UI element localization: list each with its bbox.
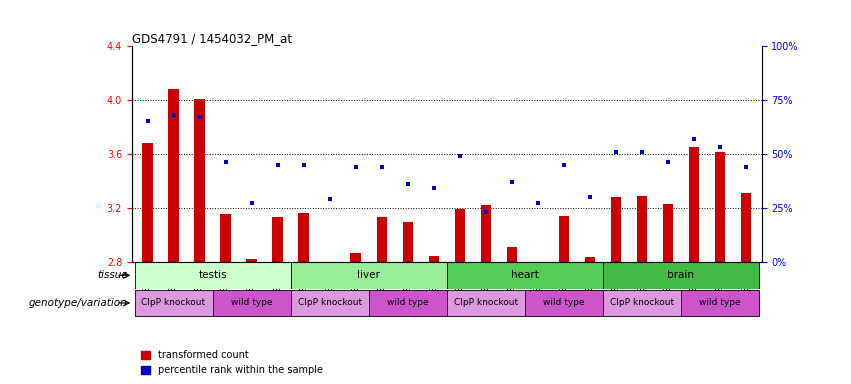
Point (453, 153, 466, 159)
Point (635, 149, 648, 155)
Point (557, 162, 571, 168)
Bar (741, 193, 751, 262)
Bar (663, 204, 673, 262)
Bar (291, 262, 447, 289)
Text: ClpP knockout: ClpP knockout (141, 298, 206, 308)
Point (245, 200, 259, 207)
Point (687, 136, 700, 142)
Bar (291, 290, 368, 316)
Bar (688, 147, 700, 262)
Text: wild type: wild type (543, 298, 585, 308)
Bar (299, 213, 309, 262)
Bar (603, 262, 759, 289)
Text: ClpP knockout: ClpP knockout (454, 298, 518, 308)
Point (713, 144, 727, 151)
Point (609, 149, 623, 155)
Point (583, 194, 597, 200)
Bar (454, 209, 465, 262)
Bar (272, 217, 283, 262)
Bar (168, 89, 179, 262)
Bar (194, 99, 205, 262)
Point (297, 162, 311, 168)
Text: wild type: wild type (387, 298, 429, 308)
Point (140, 118, 154, 124)
Text: genotype/variation: genotype/variation (29, 298, 128, 308)
Bar (611, 197, 621, 262)
Text: brain: brain (667, 270, 694, 280)
Bar (558, 216, 569, 262)
Point (401, 181, 414, 187)
Point (349, 164, 363, 170)
Point (427, 185, 441, 191)
Text: wild type: wild type (231, 298, 272, 308)
Bar (403, 222, 413, 262)
Bar (429, 256, 439, 262)
Bar (506, 247, 517, 262)
Bar (134, 262, 291, 289)
Point (219, 159, 232, 166)
Text: GDS4791 / 1454032_PM_at: GDS4791 / 1454032_PM_at (132, 32, 292, 45)
Text: testis: testis (198, 270, 227, 280)
Bar (142, 143, 152, 262)
Bar (247, 259, 257, 262)
Point (505, 179, 518, 185)
Bar (603, 290, 681, 316)
Text: ClpP knockout: ClpP knockout (298, 298, 362, 308)
Point (740, 164, 753, 170)
Point (661, 159, 675, 166)
Point (479, 209, 493, 215)
Text: heart: heart (511, 270, 539, 280)
Bar (637, 195, 647, 262)
Bar (585, 257, 595, 262)
Bar (715, 152, 725, 262)
Point (323, 196, 336, 202)
Text: liver: liver (357, 270, 380, 280)
Bar (447, 262, 603, 289)
Bar (481, 205, 491, 262)
Text: ClpP knockout: ClpP knockout (610, 298, 674, 308)
Point (271, 162, 284, 168)
Bar (368, 290, 447, 316)
Legend: transformed count, percentile rank within the sample: transformed count, percentile rank withi… (137, 346, 327, 379)
Bar (447, 290, 525, 316)
Point (375, 164, 389, 170)
Point (193, 114, 207, 120)
Bar (213, 290, 291, 316)
Point (531, 200, 545, 207)
Text: tissue: tissue (97, 270, 128, 280)
Bar (376, 217, 387, 262)
Text: wild type: wild type (700, 298, 741, 308)
Bar (351, 253, 361, 262)
Bar (220, 214, 231, 262)
Bar (525, 290, 603, 316)
Point (167, 112, 180, 118)
Bar (681, 290, 759, 316)
Bar (134, 290, 213, 316)
